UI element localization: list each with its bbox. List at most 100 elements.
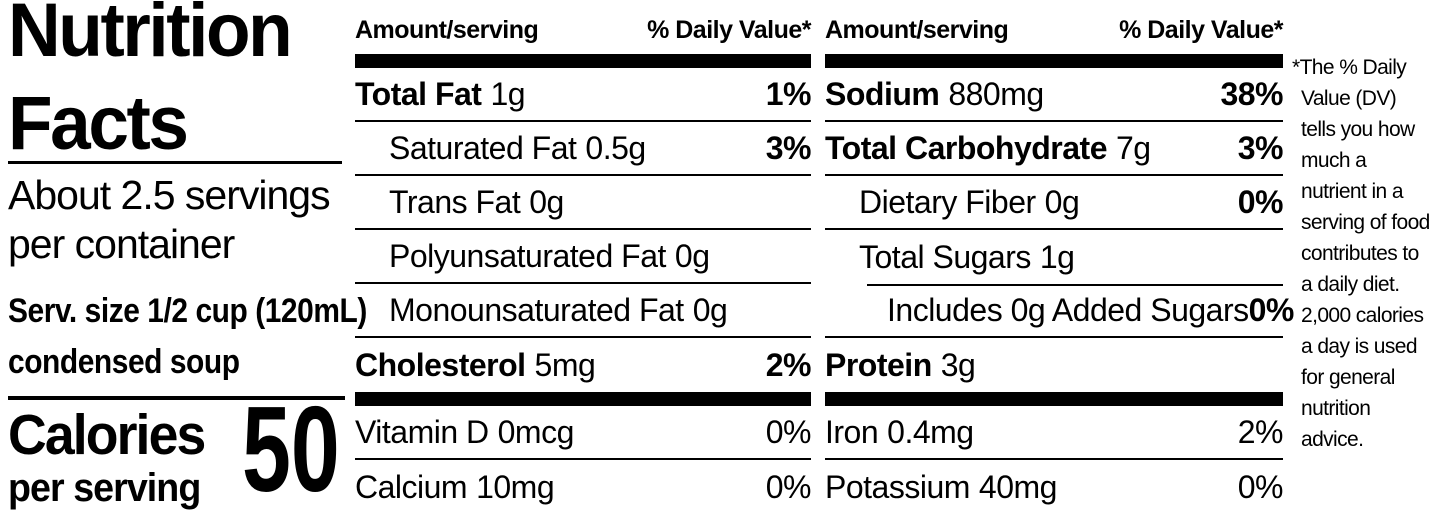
calories-value: 50 bbox=[242, 381, 340, 517]
nutrient-column-sodium-carbs: Amount/serving % Daily Value* Sodium 880… bbox=[825, 0, 1294, 514]
column-header: Amount/serving % Daily Value* bbox=[825, 0, 1283, 54]
nutrition-facts-title: Nutrition Facts bbox=[8, 0, 293, 170]
nutrient-amount: 0g bbox=[692, 291, 728, 328]
nutrient-name: Total Sugars bbox=[859, 238, 1031, 275]
nutrient-row-total-sugars: Total Sugars 1g bbox=[825, 230, 1283, 284]
servings-per-container: About 2.5 servings per container bbox=[8, 171, 331, 269]
footnote-line: Value (DV) bbox=[1301, 87, 1397, 110]
footnote-line: a daily diet. bbox=[1301, 273, 1400, 296]
header-thick-bar bbox=[355, 54, 811, 68]
nutrient-column-fats: Amount/serving % Daily Value* Total Fat … bbox=[355, 0, 812, 514]
nutrient-daily-value: 0% bbox=[1248, 291, 1295, 328]
calories-sublabel: per serving bbox=[8, 466, 201, 510]
daily-value-footnote: *The % Daily Value (DV) tells you how mu… bbox=[1292, 52, 1444, 455]
nutrient-row-potassium: Potassium 40mg 0% bbox=[825, 460, 1284, 514]
nutrient-name: Total Carbohydrate bbox=[825, 129, 1108, 166]
serving-size-line-2: condensed soup bbox=[8, 343, 240, 381]
nutrient-daily-value: 0% bbox=[1237, 468, 1284, 505]
nutrient-amount: 0.5g bbox=[585, 129, 646, 166]
nutrient-amount: 3g bbox=[940, 346, 976, 383]
nutrient-name: Calcium bbox=[355, 468, 468, 505]
nutrient-name: Iron bbox=[825, 413, 879, 450]
calories-divider-rule bbox=[8, 396, 345, 400]
nutrient-row-iron: Iron 0.4mg 2% bbox=[825, 406, 1284, 460]
nutrient-name: Total Fat bbox=[355, 75, 482, 112]
nutrient-amount: 0g bbox=[529, 183, 564, 220]
nutrient-amount: 0mcg bbox=[497, 413, 575, 450]
header-thick-bar bbox=[825, 54, 1283, 68]
micronutrient-thick-bar bbox=[355, 392, 811, 406]
calories-label-block: Calories per serving bbox=[8, 404, 217, 510]
footnote-line: a day is used bbox=[1301, 335, 1418, 358]
title-line-2: Facts bbox=[8, 81, 189, 166]
nutrient-daily-value: 1% bbox=[765, 75, 812, 112]
nutrient-row-trans-fat: Trans Fat 0g bbox=[355, 176, 811, 230]
nutrient-row-total-fat: Total Fat 1g 1% bbox=[355, 68, 812, 122]
footnote-line: nutrition bbox=[1301, 397, 1371, 420]
nutrient-name: Polyunsaturated Fat bbox=[389, 237, 666, 274]
nutrient-daily-value: 3% bbox=[1237, 129, 1284, 166]
nutrient-row-protein: Protein 3g bbox=[825, 338, 1283, 392]
nutrient-daily-value: 2% bbox=[765, 346, 812, 383]
nutrient-row-vitamin-d: Vitamin D 0mcg 0% bbox=[355, 406, 812, 460]
title-divider-rule bbox=[8, 161, 342, 164]
nutrient-row-dietary-fiber: Dietary Fiber 0g 0% bbox=[825, 176, 1284, 230]
nutrient-row-polyunsaturated-fat: Polyunsaturated Fat 0g bbox=[355, 230, 811, 284]
amount-per-serving-header: Amount/serving bbox=[355, 16, 539, 44]
nutrient-row-added-sugars: Includes 0g Added Sugars 0% bbox=[825, 284, 1294, 338]
serving-size: Serv. size 1/2 cup (120mL) condensed sou… bbox=[8, 286, 367, 388]
nutrient-name: Protein bbox=[825, 346, 932, 383]
footnote-line: advice. bbox=[1301, 428, 1364, 451]
nutrient-amount: 10mg bbox=[476, 468, 555, 505]
nutrient-daily-value: 0% bbox=[1237, 183, 1284, 220]
nutrient-amount: 40mg bbox=[978, 468, 1058, 505]
footnote-line: much a bbox=[1301, 149, 1367, 172]
title-line-1: Nutrition bbox=[8, 0, 293, 73]
daily-value-header: % Daily Value* bbox=[1119, 16, 1283, 44]
footnote-line: nutrient in a bbox=[1301, 180, 1404, 203]
nutrient-amount: 5mg bbox=[534, 346, 596, 383]
nutrient-amount: 7g bbox=[1116, 129, 1151, 166]
nutrient-name: Saturated Fat bbox=[389, 129, 577, 166]
daily-value-header: % Daily Value* bbox=[647, 16, 811, 44]
nutrient-name: Includes 0g Added Sugars bbox=[887, 291, 1249, 328]
nutrient-amount: 880mg bbox=[948, 75, 1044, 112]
nutrient-row-total-carbohydrate: Total Carbohydrate 7g 3% bbox=[825, 122, 1284, 176]
nutrient-daily-value: 3% bbox=[765, 129, 812, 166]
nutrient-name: Vitamin D bbox=[355, 413, 489, 450]
footnote-line: serving of food bbox=[1301, 211, 1430, 234]
nutrient-name: Cholesterol bbox=[355, 346, 526, 383]
serving-size-line-1: Serv. size 1/2 cup (120mL) bbox=[8, 292, 367, 330]
micronutrient-thick-bar bbox=[825, 392, 1283, 406]
nutrient-name: Potassium bbox=[825, 468, 970, 505]
nutrient-name: Trans Fat bbox=[389, 183, 521, 220]
nutrient-name: Dietary Fiber bbox=[859, 183, 1036, 220]
footnote-line: tells you how bbox=[1301, 118, 1415, 141]
nutrient-amount: 0g bbox=[674, 237, 710, 274]
nutrient-daily-value: 38% bbox=[1220, 75, 1283, 112]
footnote-line: contributes to bbox=[1301, 242, 1419, 265]
column-header: Amount/serving % Daily Value* bbox=[355, 0, 811, 54]
footnote-line: *The % Daily bbox=[1292, 56, 1407, 79]
nutrient-daily-value: 0% bbox=[765, 413, 812, 450]
label-summary-panel: Nutrition Facts About 2.5 servings per c… bbox=[8, 0, 367, 518]
amount-per-serving-header: Amount/serving bbox=[825, 16, 1009, 44]
calories-label: Calories bbox=[8, 403, 206, 467]
servings-line-1: About 2.5 servings bbox=[8, 172, 331, 218]
nutrient-name: Sodium bbox=[825, 75, 940, 112]
nutrient-amount: 1g bbox=[1039, 238, 1075, 275]
nutrient-amount: 0.4mg bbox=[887, 413, 974, 450]
nutrient-name: Monounsaturated Fat bbox=[389, 291, 684, 328]
nutrient-row-monounsaturated-fat: Monounsaturated Fat 0g bbox=[355, 284, 811, 338]
nutrient-row-saturated-fat: Saturated Fat 0.5g 3% bbox=[355, 122, 812, 176]
nutrient-daily-value: 2% bbox=[1237, 413, 1284, 450]
footnote-line: 2,000 calories bbox=[1301, 304, 1424, 327]
nutrient-row-calcium: Calcium 10mg 0% bbox=[355, 460, 812, 514]
servings-line-2: per container bbox=[8, 221, 235, 267]
footnote-line: for general bbox=[1301, 366, 1395, 389]
nutrient-row-sodium: Sodium 880mg 38% bbox=[825, 68, 1283, 122]
nutrient-row-cholesterol: Cholesterol 5mg 2% bbox=[355, 338, 812, 392]
nutrient-amount: 0g bbox=[1044, 183, 1080, 220]
nutrient-amount: 1g bbox=[490, 75, 526, 112]
